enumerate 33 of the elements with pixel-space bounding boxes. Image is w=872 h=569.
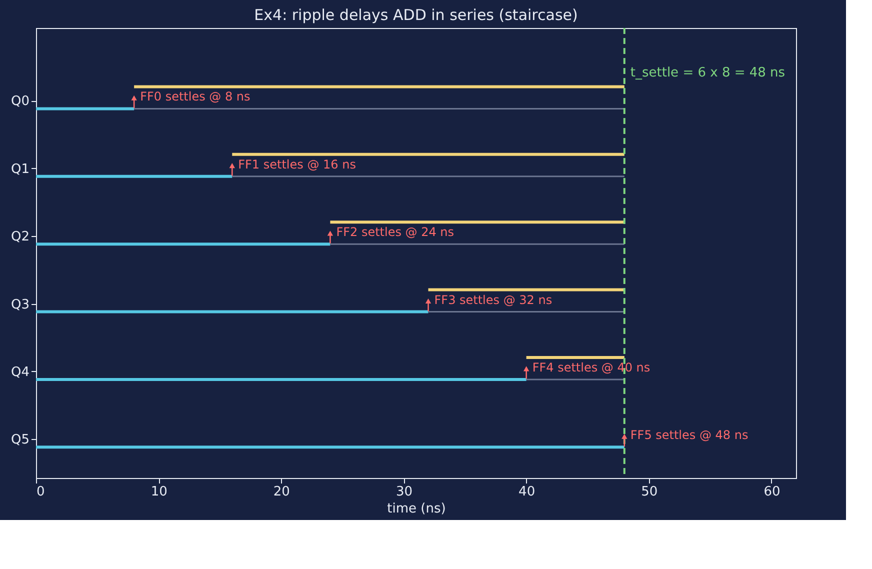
y-tick-label: Q5	[10, 432, 30, 448]
annotation: FF5 settles @ 48 ns	[630, 428, 748, 442]
bar	[36, 107, 134, 110]
x-tick-label: 60	[764, 484, 780, 500]
y-tick-label: Q2	[10, 230, 30, 245]
bar	[330, 220, 624, 224]
y-tick-label: Q4	[10, 364, 30, 380]
bar	[36, 310, 428, 314]
x-tick-label: 40	[518, 484, 536, 500]
bar	[36, 174, 232, 178]
bar	[134, 85, 624, 88]
y-tick-label: Q0	[10, 94, 30, 110]
annotation: FF0 settles @ 8 ns	[140, 90, 250, 104]
annotation: FF1 settles @ 16 ns	[238, 157, 356, 172]
y-tick-label: Q1	[10, 162, 30, 177]
x-tick-label: 30	[396, 484, 413, 500]
ref-line-label: t_settle = 6 x 8 = 48 ns	[630, 65, 786, 80]
bar	[232, 152, 624, 156]
chart-title: Ex4: ripple delays ADD in series (staircase)	[254, 6, 578, 24]
bar	[428, 288, 624, 292]
bar	[526, 356, 624, 359]
annotation: FF2 settles @ 24 ns	[336, 225, 454, 240]
x-tick-label: 50	[641, 484, 658, 500]
bar	[36, 242, 330, 246]
x-tick-label: 0	[36, 484, 45, 500]
x-tick-label: 10	[150, 484, 168, 500]
annotation: FF3 settles @ 32 ns	[434, 292, 552, 307]
annotation: FF4 settles @ 40 ns	[532, 360, 650, 374]
bar	[36, 446, 624, 449]
y-tick-label: Q3	[10, 297, 30, 312]
x-axis-title: time (ns)	[387, 502, 446, 516]
bar	[36, 378, 526, 381]
x-tick-label: 20	[273, 484, 290, 500]
